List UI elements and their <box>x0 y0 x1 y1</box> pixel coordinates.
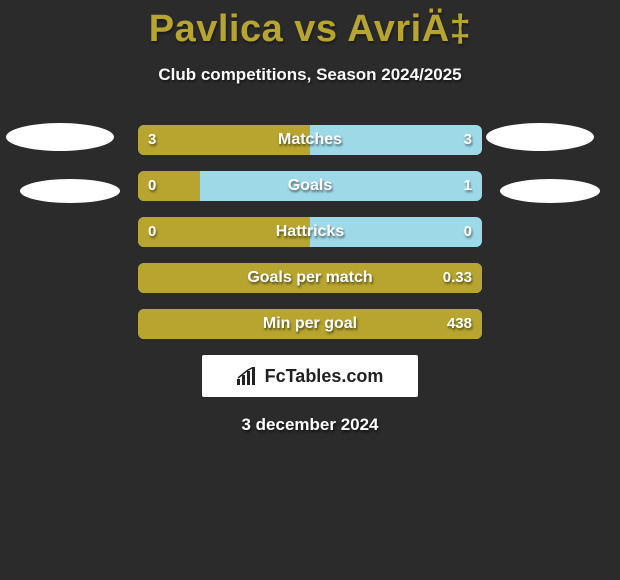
bar-goals-label: Goals <box>138 171 482 201</box>
page-title: Pavlica vs AvriÄ‡ <box>0 0 620 51</box>
avatar-left-shadow-1 <box>6 123 114 151</box>
brand-chart-icon <box>237 367 259 385</box>
bar-hattricks-label: Hattricks <box>138 217 482 247</box>
brand-badge[interactable]: FcTables.com <box>202 355 418 397</box>
bar-goals-right-value: 1 <box>464 171 472 201</box>
comparison-bars: 3 Matches 3 0 Goals 1 0 Hattricks 0 Goal… <box>138 125 482 339</box>
bar-matches-right-value: 3 <box>464 125 472 155</box>
bar-gpm-label: Goals per match <box>138 263 482 293</box>
bar-min-per-goal: Min per goal 438 <box>138 309 482 339</box>
bar-hattricks-right-value: 0 <box>464 217 472 247</box>
bar-mpg-right-value: 438 <box>447 309 472 339</box>
brand-text: FcTables.com <box>265 366 384 387</box>
bar-mpg-label: Min per goal <box>138 309 482 339</box>
avatar-left-shadow-2 <box>20 179 120 203</box>
subtitle: Club competitions, Season 2024/2025 <box>0 65 620 85</box>
bar-gpm-right-value: 0.33 <box>443 263 472 293</box>
date-label: 3 december 2024 <box>0 415 620 435</box>
avatar-right-shadow-1 <box>486 123 594 151</box>
bar-goals: 0 Goals 1 <box>138 171 482 201</box>
bar-matches: 3 Matches 3 <box>138 125 482 155</box>
bar-goals-per-match: Goals per match 0.33 <box>138 263 482 293</box>
bar-hattricks: 0 Hattricks 0 <box>138 217 482 247</box>
avatar-right-shadow-2 <box>500 179 600 203</box>
bar-matches-label: Matches <box>138 125 482 155</box>
